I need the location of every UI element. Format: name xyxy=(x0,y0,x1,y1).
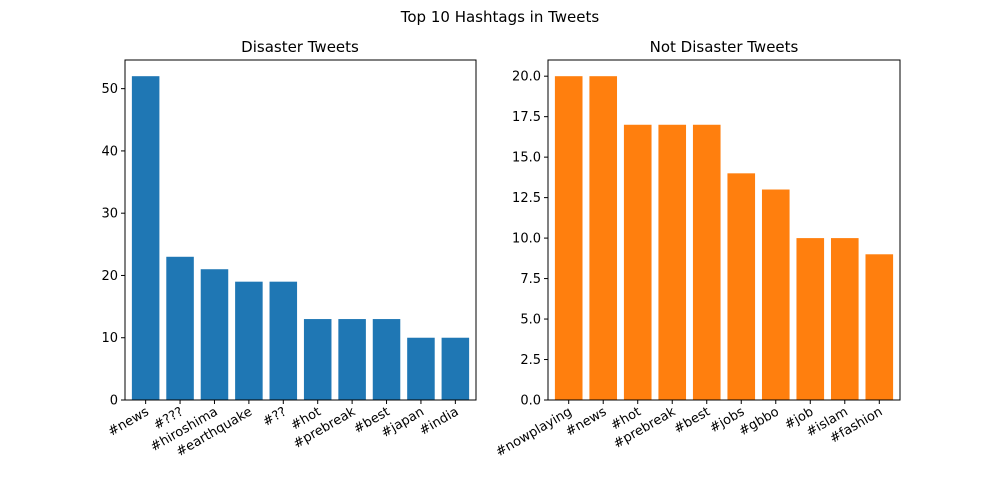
not-disaster-x-tick-label: #best xyxy=(671,404,712,436)
not-disaster-bar xyxy=(796,238,825,400)
disaster-y-tick-label: 30 xyxy=(101,207,118,222)
disaster-tweets-y-axis: 0 10 20 30 40 50 xyxy=(101,82,125,409)
disaster-x-tick-label: #india xyxy=(417,404,461,438)
disaster-bar xyxy=(372,319,401,400)
disaster-bar xyxy=(407,337,435,400)
disaster-y-tick-label: 40 xyxy=(101,144,118,159)
figure-suptitle: Top 10 Hashtags in Tweets xyxy=(400,8,600,26)
disaster-bar xyxy=(338,319,366,400)
disaster-y-tick-label: 10 xyxy=(101,331,118,346)
disaster-y-tick-label: 20 xyxy=(101,269,118,284)
disaster-bar xyxy=(235,281,263,400)
not-disaster-bar xyxy=(658,124,687,400)
not-disaster-y-tick-label: 7.5 xyxy=(520,272,541,287)
not-disaster-x-tick-label: #nowplaying xyxy=(493,404,574,460)
disaster-bar xyxy=(269,281,298,400)
not-disaster-bar xyxy=(830,238,859,400)
disaster-x-tick-label: #?? xyxy=(260,404,289,429)
disaster-tweets-x-axis: #news #???#hiroshima#earthquake #?? #hot#pr… xyxy=(106,400,461,460)
not-disaster-y-tick-label: 20.0 xyxy=(512,70,541,85)
not-disaster-y-tick-label: 12.5 xyxy=(512,191,541,206)
disaster-x-tick-label: #news xyxy=(106,404,152,439)
not-disaster-y-tick-label: 5.0 xyxy=(520,313,541,328)
not-disaster-bar xyxy=(692,124,721,400)
not-disaster-bar xyxy=(554,76,583,400)
disaster-tweets-bars xyxy=(131,76,470,400)
not-disaster-y-tick-label: 15.0 xyxy=(512,151,541,166)
not-disaster-tweets-x-axis: #nowplaying#news #hot#prebreak#best#jobs#… xyxy=(493,400,885,460)
not-disaster-tweets-bars xyxy=(554,76,894,400)
disaster-y-tick-label: 50 xyxy=(101,82,118,97)
not-disaster-bar xyxy=(727,173,756,400)
not-disaster-x-tick-label: #gbbo xyxy=(736,404,781,439)
not-disaster-tweets-plot-frame xyxy=(547,59,901,401)
not-disaster-y-tick-label: 0.0 xyxy=(520,394,541,409)
not-disaster-bar xyxy=(761,189,790,400)
disaster-bar xyxy=(441,337,470,400)
disaster-y-tick-label: 0 xyxy=(110,394,118,409)
not-disaster-bar xyxy=(623,124,652,400)
not-disaster-y-tick-label: 2.5 xyxy=(520,353,541,368)
disaster-bar xyxy=(303,319,332,400)
disaster-bar xyxy=(200,269,229,400)
not-disaster-tweets-title: Not Disaster Tweets xyxy=(650,38,799,56)
disaster-bar xyxy=(131,76,160,400)
not-disaster-bar xyxy=(589,76,618,400)
disaster-tweets-plot-frame xyxy=(124,59,477,401)
not-disaster-y-tick-label: 17.5 xyxy=(512,110,541,125)
not-disaster-tweets-y-axis: 0.0 2.5 5.0 7.5 10.0 12.5 15.0 17.5 20.0 xyxy=(512,70,548,409)
disaster-bar xyxy=(166,256,194,400)
not-disaster-y-tick-label: 10.0 xyxy=(512,232,541,247)
not-disaster-tweets-panel: Not Disaster Tweets 0.0 2.5 5.0 7.5 10.0 12.5… xyxy=(493,38,901,460)
not-disaster-bar xyxy=(865,254,894,400)
disaster-tweets-title: Disaster Tweets xyxy=(241,38,359,56)
